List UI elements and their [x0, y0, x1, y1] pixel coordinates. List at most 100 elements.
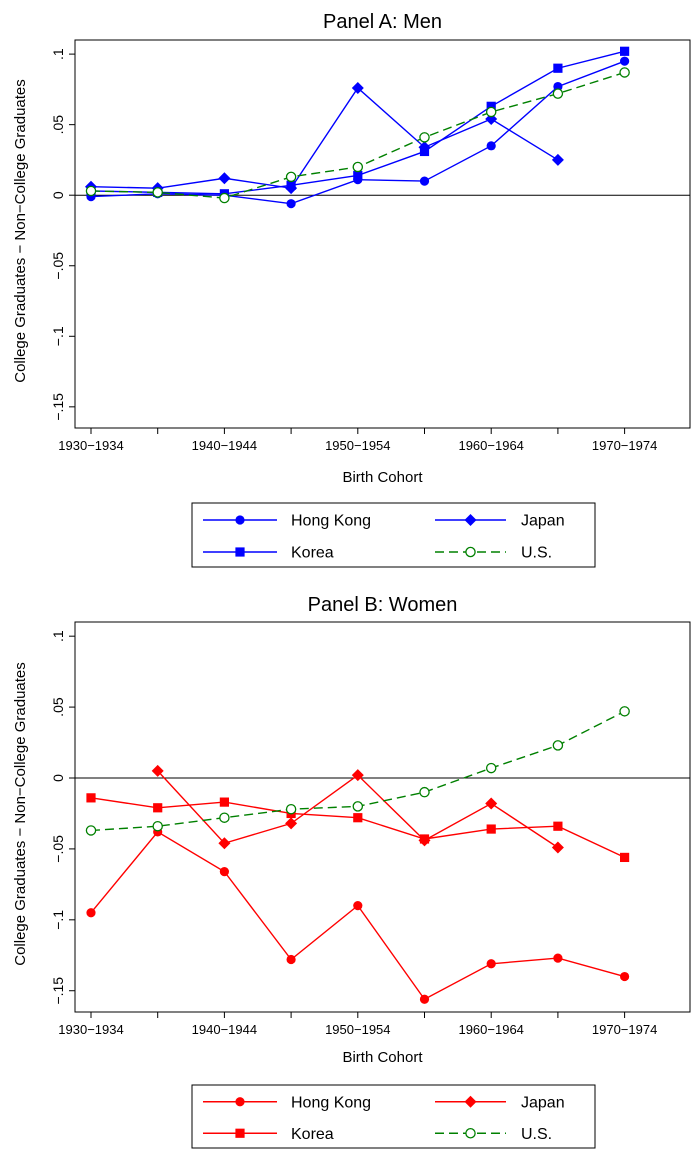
series-line — [90, 830, 625, 1001]
data-point — [219, 192, 230, 204]
x-tick-label: 1950−1954 — [325, 1022, 390, 1037]
legend-label: Japan — [521, 513, 565, 530]
y-tick-label: .1 — [50, 630, 66, 642]
legend-entry: Hong Kong — [203, 1094, 371, 1111]
legend-label: Korea — [291, 1126, 334, 1143]
x-axis-title: Birth Cohort — [342, 1049, 423, 1066]
chart-panel-1: Panel A: Men .1 .05 0 −.05 −.1 −.15 College Gra… — [12, 11, 691, 568]
legend: Hong Kong Japan Korea U.S. — [191, 1084, 596, 1149]
data-point — [551, 841, 564, 854]
chart-panel-2: Panel B: Women .1 .05 0 −.05 −.1 −.15 College G… — [12, 594, 691, 1149]
x-tick-label: 1930−1934 — [58, 1022, 123, 1037]
data-point — [285, 803, 297, 815]
data-point — [219, 867, 229, 877]
plot-area — [74, 621, 691, 1013]
data-point — [85, 185, 97, 197]
y-tick-label: .05 — [50, 115, 66, 135]
y-tick-label: −.15 — [50, 977, 66, 1005]
legend-label: Hong Kong — [291, 1094, 371, 1111]
data-point — [419, 786, 430, 798]
x-tick-label: 1950−1954 — [325, 438, 390, 453]
series-korea — [86, 46, 630, 199]
data-point — [85, 825, 97, 836]
legend-label: Korea — [291, 545, 334, 562]
x-tick-label: 1960−1964 — [458, 1022, 523, 1037]
legend-label: U.S. — [521, 1126, 552, 1143]
x-tick-label: 1930−1934 — [58, 438, 123, 453]
legend-box — [191, 1084, 596, 1149]
data-point — [351, 81, 364, 94]
legend-swatch-marker — [465, 1128, 476, 1139]
legend: Hong Kong Japan Korea U.S. — [191, 502, 596, 568]
data-point — [285, 817, 298, 830]
series-korea — [86, 793, 630, 863]
legend-swatch-marker — [235, 547, 245, 557]
legend-entry: Japan — [435, 513, 565, 530]
legend-box — [191, 502, 596, 568]
data-point — [352, 801, 364, 812]
data-point — [285, 171, 297, 183]
data-point — [553, 821, 563, 831]
data-point — [353, 901, 363, 911]
x-tick-label: 1970−1974 — [592, 1022, 657, 1037]
legend-swatch-marker — [465, 546, 476, 558]
data-point — [486, 101, 496, 111]
data-point — [218, 172, 231, 185]
legend-swatch-marker — [464, 1095, 477, 1108]
y-tick-label: 0 — [50, 191, 66, 199]
legend-entry: U.S. — [435, 1126, 552, 1143]
y-tick-label: −.05 — [50, 252, 66, 280]
data-point — [553, 81, 563, 92]
data-point — [619, 67, 630, 78]
data-point — [551, 153, 564, 166]
data-point — [353, 170, 363, 181]
data-point — [219, 797, 229, 807]
data-point — [419, 994, 430, 1004]
legend-swatch-marker — [235, 515, 245, 525]
data-point — [485, 797, 498, 810]
series-u-s — [85, 706, 630, 836]
data-point — [552, 740, 564, 751]
data-point — [552, 88, 564, 99]
data-point — [620, 56, 630, 66]
legend-label: Japan — [521, 1094, 565, 1111]
plot-area — [74, 39, 691, 429]
data-point — [286, 954, 296, 965]
legend-entry: Japan — [435, 1094, 565, 1111]
data-point — [351, 769, 364, 782]
legend-entry: U.S. — [435, 545, 552, 562]
data-point — [620, 971, 630, 982]
data-point — [419, 146, 430, 157]
data-point — [486, 141, 496, 151]
y-tick-label: −.15 — [50, 393, 66, 421]
legend-swatch-marker — [235, 1128, 245, 1138]
data-point — [485, 762, 497, 774]
data-point — [218, 837, 231, 850]
data-point — [152, 187, 163, 198]
data-point — [153, 803, 163, 813]
data-point — [485, 106, 497, 118]
y-tick-label: −.1 — [50, 326, 66, 346]
y-tick-label: −.1 — [50, 910, 66, 930]
data-point — [86, 908, 96, 918]
legend-entry: Korea — [203, 1126, 334, 1143]
y-axis-title: College Graduates − Non−College Graduate… — [12, 79, 29, 383]
y-axis-title: College Graduates − Non−College Graduate… — [12, 662, 29, 966]
data-point — [286, 180, 296, 190]
legend-label: U.S. — [521, 545, 552, 562]
legend-entry: Korea — [203, 545, 334, 562]
x-tick-label: 1960−1964 — [458, 438, 523, 453]
chart-title: Panel A: Men — [323, 11, 442, 33]
data-point — [419, 176, 430, 186]
data-point — [353, 813, 363, 823]
data-point — [86, 793, 96, 803]
data-point — [152, 820, 163, 832]
data-point — [352, 161, 364, 173]
data-point — [553, 63, 563, 73]
series-u-s — [85, 67, 630, 204]
data-point — [419, 132, 430, 143]
series-japan — [85, 81, 564, 195]
data-point — [219, 812, 230, 823]
data-point — [486, 959, 496, 969]
